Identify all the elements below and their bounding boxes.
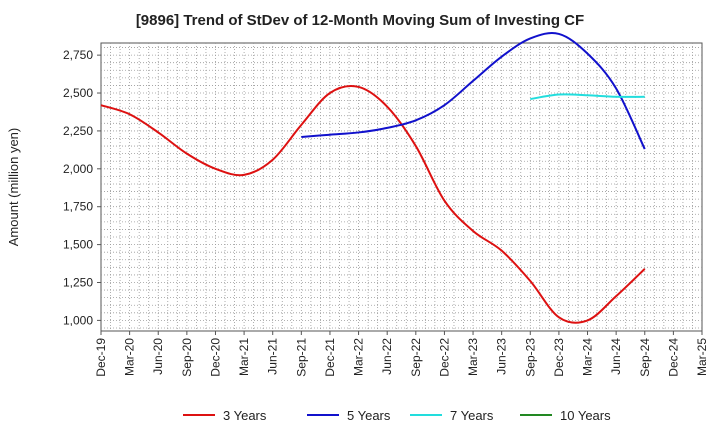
x-tick-label: Dec-21 [323, 338, 337, 377]
x-tick-label: Mar-20 [123, 338, 137, 376]
y-tick-label: 2,250 [63, 124, 93, 138]
x-tick-label: Dec-20 [208, 338, 222, 377]
x-tick-label: Dec-23 [552, 338, 566, 377]
y-axis: 1,000 1,250 1,500 1,750 2,000 2,250 2,500 2,750 [63, 48, 101, 327]
x-tick-label: Dec-22 [437, 338, 451, 377]
y-axis-title: Amount (million yen) [6, 128, 21, 247]
x-tick-label: Sep-22 [409, 338, 423, 377]
x-tick-label: Sep-20 [180, 338, 194, 377]
x-tick-label: Sep-23 [523, 338, 537, 377]
y-tick-label: 2,750 [63, 48, 93, 62]
series-line-5-years [301, 32, 646, 150]
x-tick-label: Mar-21 [237, 338, 251, 376]
x-tick-label: Dec-24 [666, 338, 680, 377]
plot-frame [100, 42, 703, 332]
legend-label-3-years: 3 Years [223, 408, 267, 423]
legend: 3 Years 5 Years 7 Years 10 Years [183, 408, 611, 423]
y-tick-label: 1,750 [63, 200, 93, 214]
x-tick-label: Mar-22 [352, 338, 366, 376]
x-tick-label: Jun-21 [266, 338, 280, 375]
grid [101, 43, 702, 331]
chart-title: [9896] Trend of StDev of 12-Month Moving… [135, 12, 585, 29]
x-tick-label: Sep-21 [294, 338, 308, 377]
series-lines [100, 32, 646, 324]
x-tick-label: Mar-25 [695, 338, 709, 376]
x-tick-label: Dec-19 [94, 338, 108, 377]
y-tick-label: 1,500 [63, 238, 93, 252]
legend-label-7-years: 7 Years [450, 408, 494, 423]
x-tick-label: Jun-23 [495, 338, 509, 375]
y-tick-label: 2,000 [63, 162, 93, 176]
y-tick-label: 1,000 [63, 313, 93, 327]
plot-area [100, 42, 703, 332]
x-axis: Dec-19 Mar-20 Jun-20 Sep-20 Dec-20 Mar-21 Jun-… [94, 331, 709, 377]
x-tick-label: Jun-20 [151, 338, 165, 375]
x-tick-label: Mar-24 [581, 338, 595, 376]
x-tick-label: Jun-22 [380, 338, 394, 375]
x-tick-label: Mar-23 [466, 338, 480, 376]
x-tick-label: Jun-24 [609, 338, 623, 375]
y-tick-label: 2,500 [63, 86, 93, 100]
y-tick-label: 1,250 [63, 275, 93, 289]
legend-label-10-years: 10 Years [560, 408, 611, 423]
series-line-7-years [530, 93, 645, 101]
series-line-3-years [100, 85, 646, 324]
legend-label-5-years: 5 Years [347, 408, 391, 423]
x-tick-label: Sep-24 [638, 338, 652, 377]
